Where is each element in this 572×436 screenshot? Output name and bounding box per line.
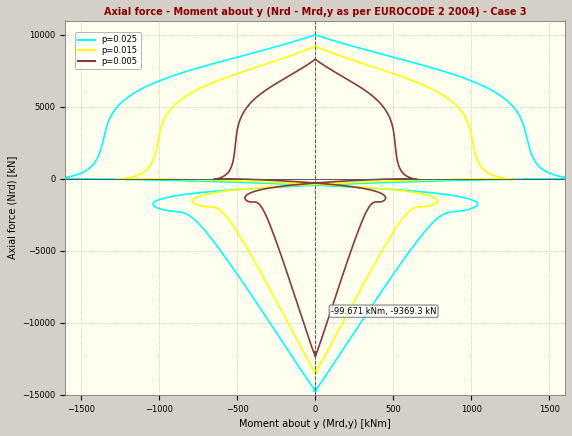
X-axis label: Moment about y (Mrd,y) [kNm]: Moment about y (Mrd,y) [kNm] [240, 419, 391, 429]
Y-axis label: Axial force (Nrd) [kN]: Axial force (Nrd) [kN] [7, 156, 17, 259]
Legend: p=0.025, p=0.015, p=0.005: p=0.025, p=0.015, p=0.005 [74, 32, 141, 69]
Text: -99.671 kNm, -9369.3 kN: -99.671 kNm, -9369.3 kN [331, 307, 436, 316]
Title: Axial force - Moment about y (Nrd - Mrd,y as per EUROCODE 2 2004) - Case 3: Axial force - Moment about y (Nrd - Mrd,… [104, 7, 527, 17]
